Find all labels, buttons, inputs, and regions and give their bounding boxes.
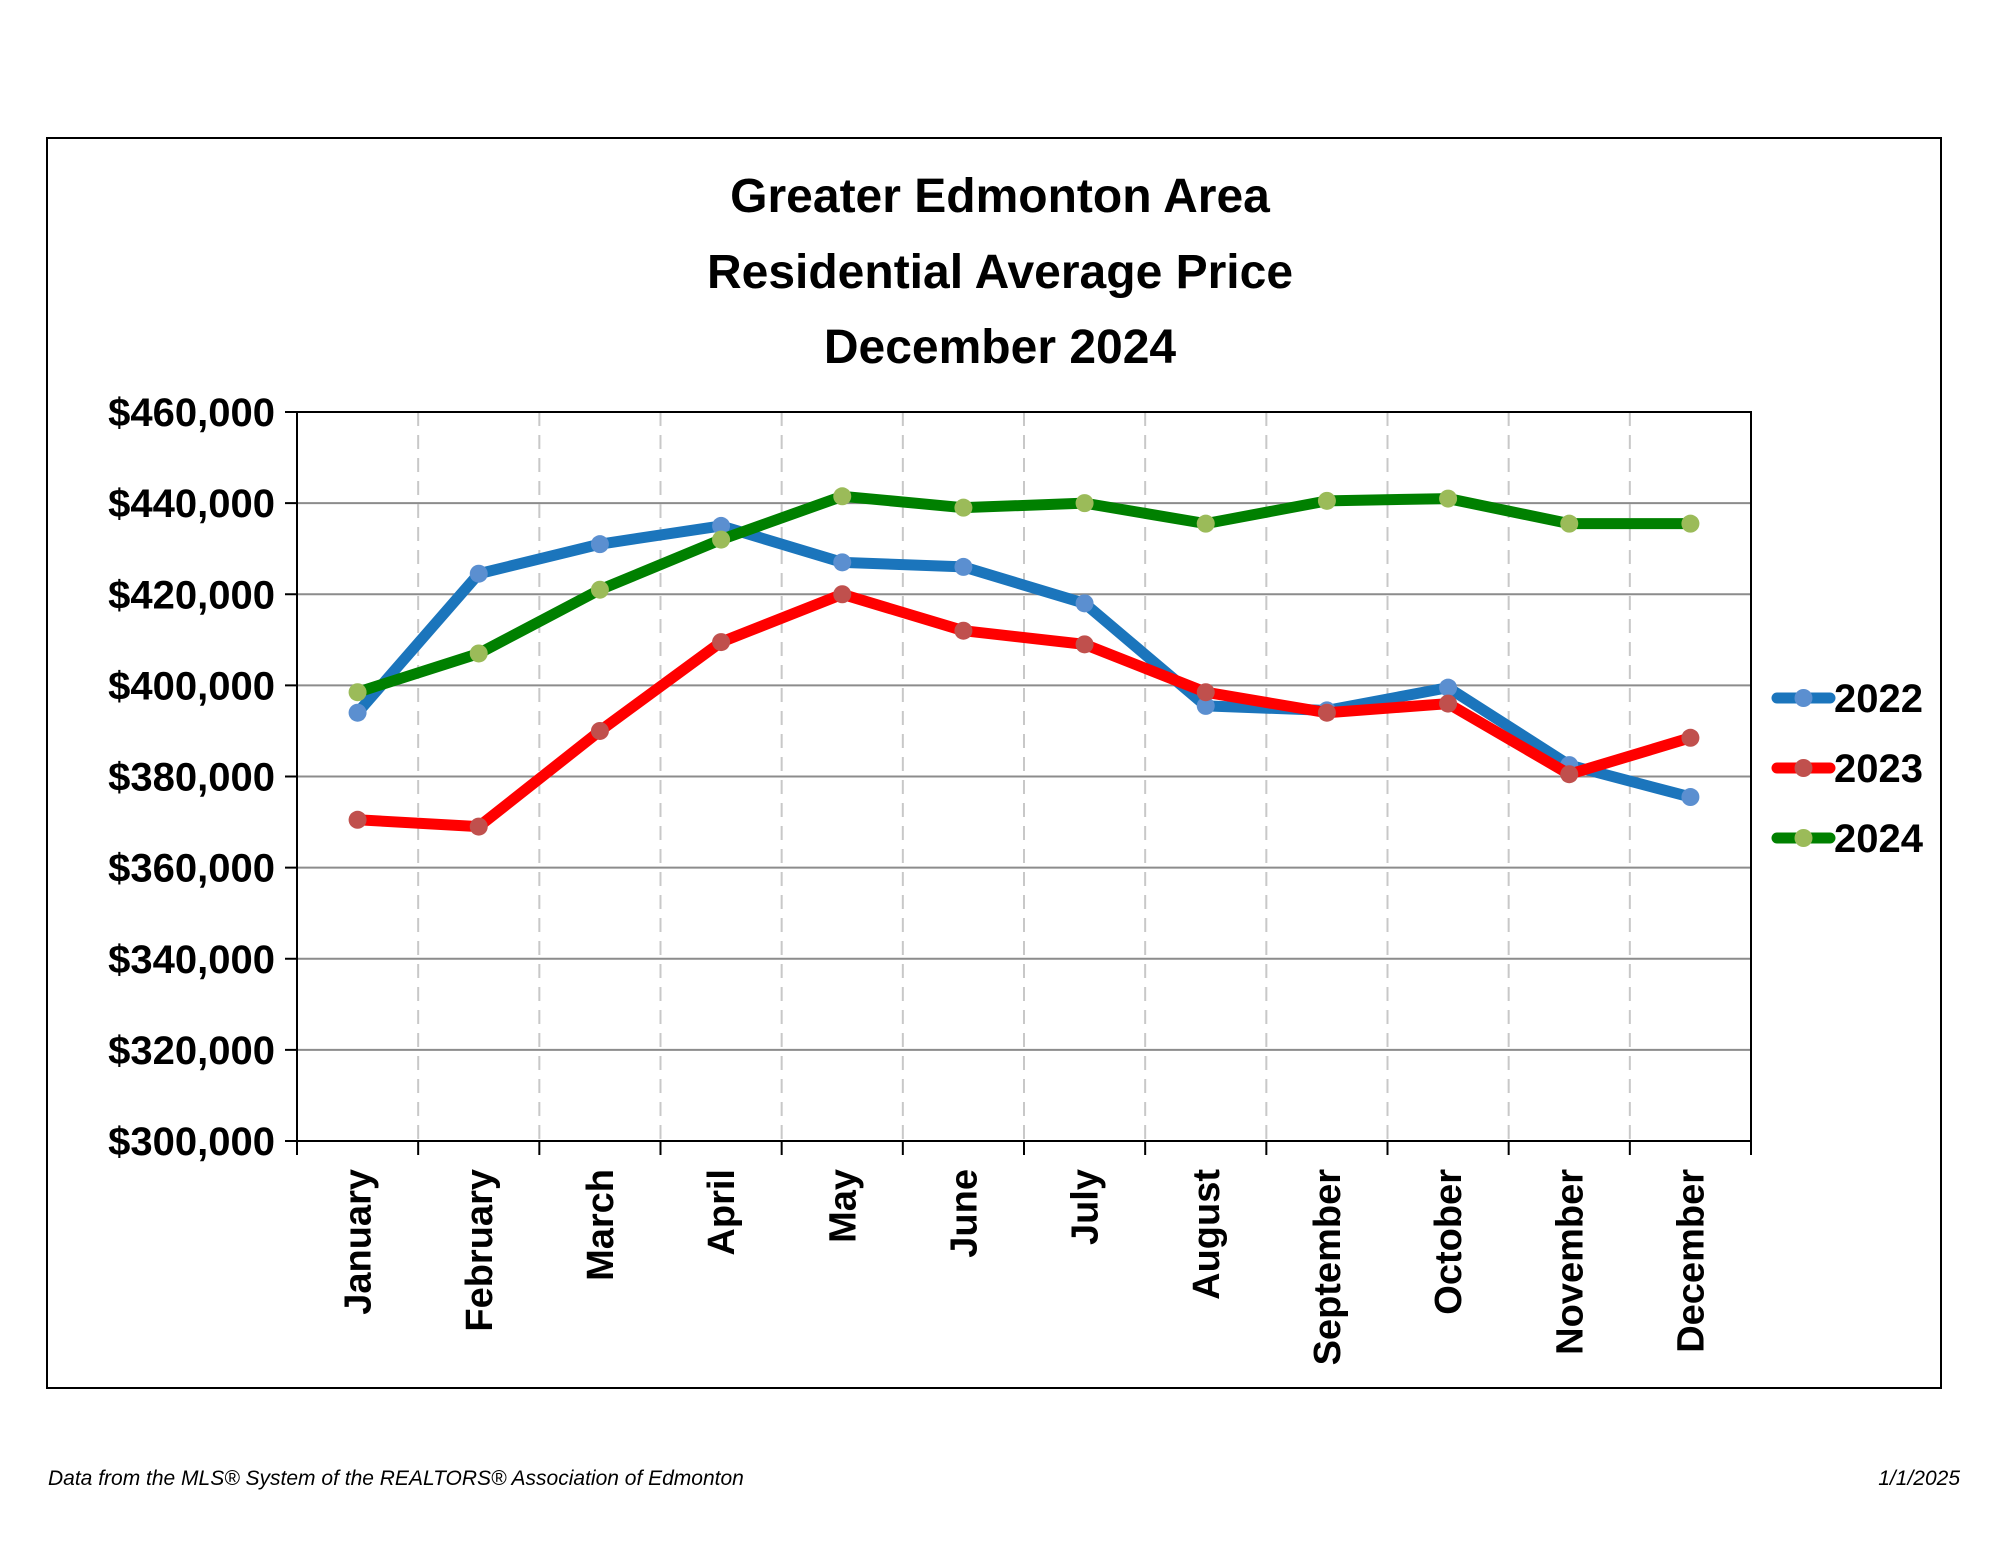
legend-label-2024: 2024 [1834,817,1924,861]
legend-marker-2023 [1794,759,1813,777]
data-point-2023 [590,721,609,740]
chart-title-line-2: Residential Average Price [707,246,1293,299]
y-tick-label: $300,000 [108,1120,275,1164]
y-tick-label: $420,000 [108,573,275,617]
data-point-2022 [590,535,609,554]
data-point-2022 [1439,678,1458,697]
data-point-2024 [1075,494,1094,513]
series-line-2024 [352,490,1696,698]
footer-date: 1/1/2025 [1878,1467,1960,1490]
data-point-2023 [833,585,852,604]
data-point-2023 [1317,703,1336,722]
x-tick-label: February [459,1169,501,1332]
data-point-2023 [1439,694,1458,713]
chart-frame [46,137,1942,1389]
data-point-2022 [1075,594,1094,613]
data-point-2024 [1317,491,1336,510]
x-tick-label: November [1549,1169,1591,1355]
data-point-2024 [348,683,367,702]
data-point-2024 [712,530,731,549]
chart-title-line-3: December 2024 [824,321,1177,374]
data-point-2023 [1075,635,1094,654]
data-point-2023 [469,817,488,836]
legend-label-2022: 2022 [1834,677,1923,721]
x-tick-label: December [1670,1169,1712,1353]
x-tick-label: June [943,1169,985,1258]
data-point-2024 [1439,489,1458,508]
data-point-2022 [1196,696,1215,715]
x-tick-label: July [1065,1169,1107,1245]
series-line-2022 [352,520,1696,803]
chart-title: Greater Edmonton Area Residential Averag… [707,170,1293,374]
legend: 2022 2023 2024 [1771,677,1924,861]
y-tick-label: $400,000 [108,664,275,708]
data-point-2022 [469,564,488,583]
chart-title-line-1: Greater Edmonton Area [730,170,1270,223]
data-point-2023 [1196,683,1215,702]
legend-marker-2024 [1794,829,1813,847]
y-tick-label: $440,000 [108,482,275,526]
data-point-2023 [712,633,731,652]
data-point-2024 [1681,514,1700,533]
data-point-2022 [712,516,731,535]
data-point-2023 [954,621,973,640]
y-tick-label: $320,000 [108,1029,275,1073]
x-tick-label: March [580,1169,622,1281]
y-tick-label: $360,000 [108,847,275,891]
x-tick-label: October [1428,1169,1470,1315]
footer-source-note: Data from the MLS® System of the REALTOR… [48,1467,744,1490]
x-tick-label: January [338,1169,380,1315]
x-tick-label: September [1307,1169,1349,1366]
data-point-2024 [469,644,488,663]
data-point-2024 [590,580,609,599]
x-tick-label: August [1186,1169,1228,1300]
series [348,487,1700,836]
data-point-2022 [954,557,973,576]
y-tick-label: $460,000 [108,391,275,435]
data-point-2023 [348,810,367,829]
legend-label-2023: 2023 [1834,747,1923,791]
data-point-2024 [833,487,852,506]
series-line-2023 [352,588,1696,833]
axes: $300,000 $320,000 $340,000 $360,000 $380,000… [108,391,1752,1366]
legend-marker-2022 [1794,689,1813,707]
data-point-2022 [348,703,367,722]
x-tick-label: May [822,1169,864,1243]
data-point-2022 [833,553,852,572]
data-point-2023 [1560,765,1579,784]
data-point-2022 [1681,788,1700,807]
y-tick-label: $380,000 [108,756,275,800]
data-point-2023 [1681,728,1700,747]
y-tick-label: $340,000 [108,938,275,982]
data-point-2024 [1560,514,1579,533]
x-tick-label: April [701,1169,743,1256]
data-point-2024 [1196,514,1215,533]
data-point-2024 [954,498,973,517]
